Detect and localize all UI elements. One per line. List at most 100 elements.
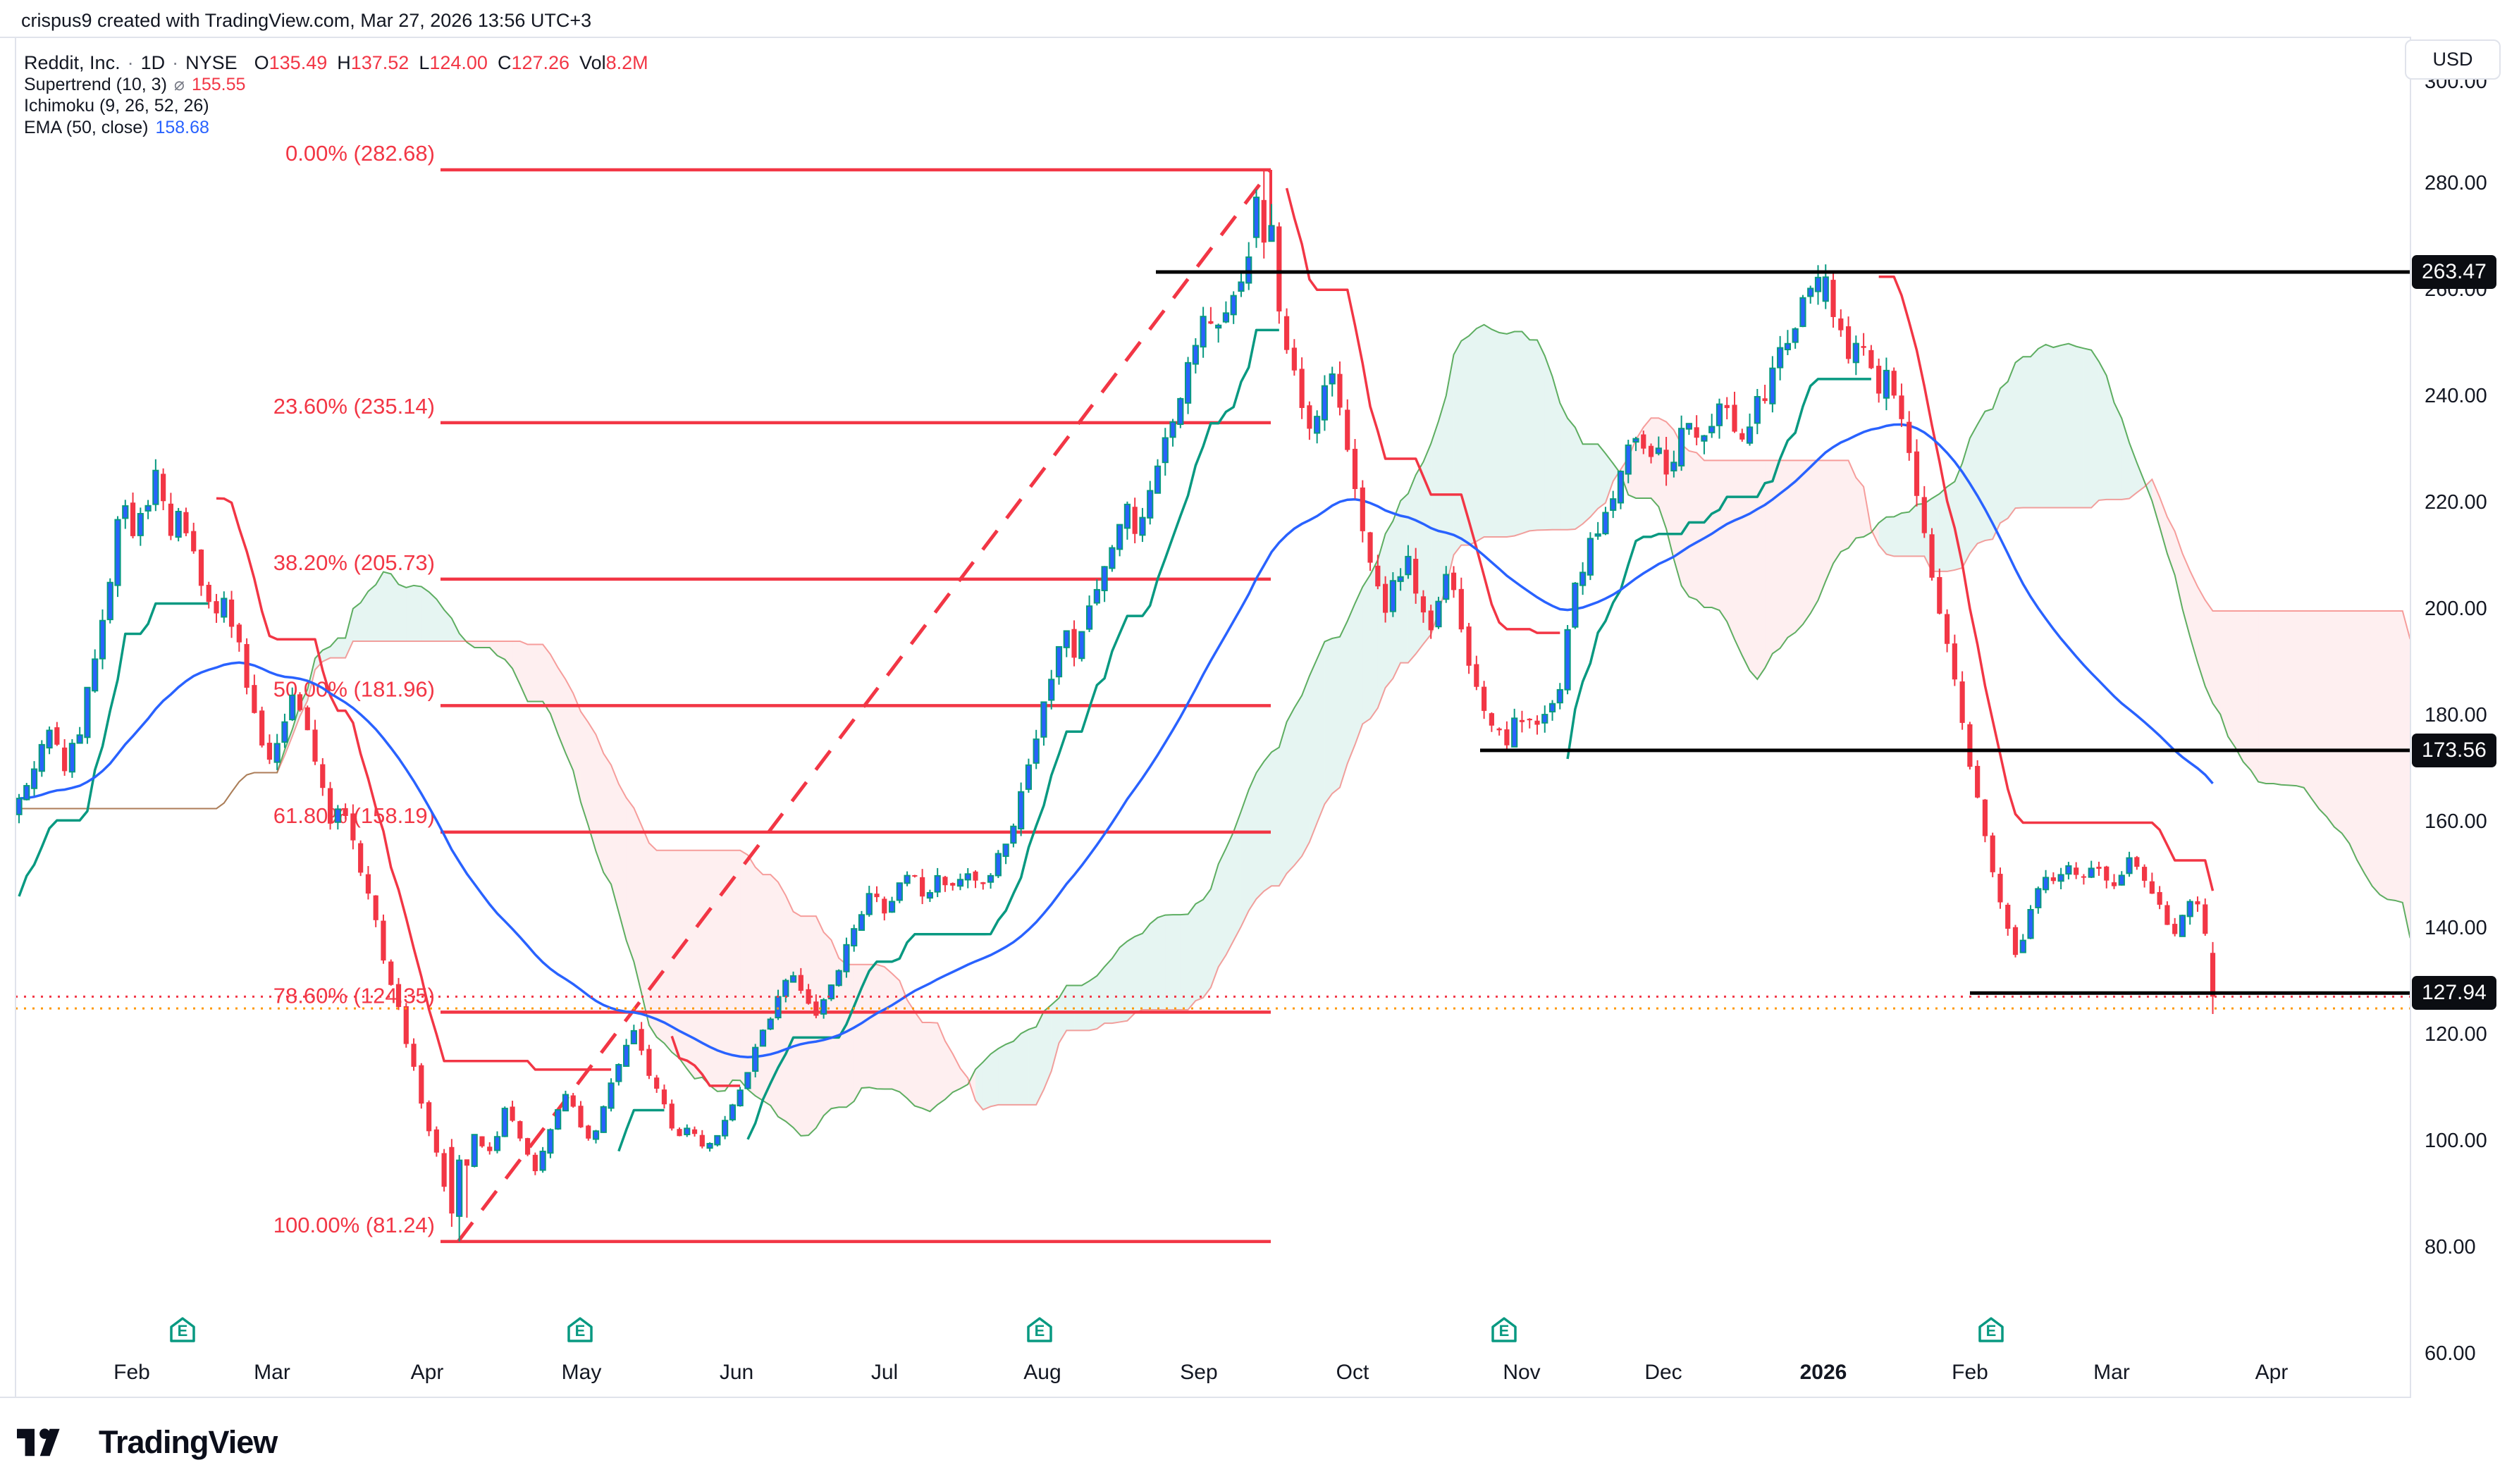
candle-body bbox=[714, 1134, 721, 1146]
ichimoku-cloud-segment bbox=[884, 967, 892, 1089]
tradingview-logo[interactable]: TradingView bbox=[17, 1423, 278, 1461]
ichimoku-cloud-segment bbox=[1453, 340, 1462, 555]
candle-body bbox=[706, 1143, 713, 1149]
symbol-row[interactable]: Reddit, Inc. · 1D · NYSE O 135.49 H 137.52 L 124.0… bbox=[24, 52, 648, 74]
candle-body bbox=[433, 1129, 439, 1153]
indicator-row-1[interactable]: Ichimoku (9, 26, 52, 26) bbox=[24, 96, 648, 118]
candle-body bbox=[1754, 396, 1761, 424]
attribution-text: crispus9 created with TradingView.com, M… bbox=[21, 10, 592, 31]
indicator-row-0[interactable]: Supertrend (10, 3) ⌀ 155.55 bbox=[24, 74, 648, 96]
ichimoku-cloud-segment bbox=[603, 753, 612, 884]
time-axis-label[interactable]: Aug bbox=[1023, 1361, 1061, 1384]
ichimoku-cloud-segment bbox=[770, 874, 778, 1117]
ichimoku-cloud-segment bbox=[1954, 463, 1963, 570]
ichimoku-cloud-segment bbox=[914, 1011, 923, 1108]
earnings-icon[interactable]: E bbox=[1978, 1317, 2004, 1342]
time-axis-label[interactable]: Nov bbox=[1503, 1361, 1540, 1384]
ichimoku-cloud-segment bbox=[1780, 460, 1788, 648]
candle-body bbox=[419, 1065, 424, 1104]
candle-body bbox=[1040, 701, 1047, 738]
candle-body bbox=[767, 1018, 774, 1030]
ichimoku-cloud-segment bbox=[1111, 947, 1120, 1024]
candle-body bbox=[661, 1089, 667, 1105]
earnings-icon[interactable]: E bbox=[1027, 1317, 1052, 1342]
tradingview-logo-icon bbox=[17, 1428, 60, 1457]
time-axis-label[interactable]: Mar bbox=[2093, 1361, 2130, 1384]
time-axis-label[interactable]: Jun bbox=[720, 1361, 753, 1384]
ichimoku-cloud-segment bbox=[1362, 574, 1371, 724]
candle-body bbox=[493, 1136, 501, 1151]
ichimoku-cloud-segment bbox=[368, 584, 376, 642]
candle-body bbox=[289, 694, 296, 721]
price-axis[interactable]: 300.00 280.00 260.00 240.00 220.00 200.00 180.… bbox=[2411, 0, 2519, 1484]
candle-body bbox=[1891, 371, 1897, 396]
candle-body bbox=[729, 1104, 736, 1120]
candle-body bbox=[1169, 421, 1176, 438]
candle-body bbox=[252, 685, 257, 713]
candle-body bbox=[1541, 714, 1548, 724]
time-axis-label[interactable]: May bbox=[562, 1361, 602, 1384]
price-badge[interactable]: 173.56 bbox=[2412, 733, 2496, 767]
candle-body bbox=[1093, 588, 1100, 604]
time-axis-label[interactable]: Dec bbox=[1644, 1361, 1682, 1384]
ichimoku-cloud-segment bbox=[2281, 610, 2289, 786]
ichimoku-cloud-segment bbox=[1499, 333, 1507, 538]
price-badge[interactable]: 263.47 bbox=[2412, 255, 2496, 289]
candle-body bbox=[273, 743, 281, 763]
earnings-e-glyph: E bbox=[1986, 1322, 1997, 1340]
candle-body bbox=[1716, 403, 1723, 426]
ichimoku-cloud-segment bbox=[2106, 376, 2114, 500]
candle-body bbox=[2142, 867, 2148, 881]
candle-body bbox=[874, 894, 880, 898]
ichimoku-cloud-segment bbox=[1719, 460, 1727, 622]
ichimoku-cloud-segment bbox=[1051, 998, 1059, 1072]
candle-body bbox=[1389, 580, 1396, 612]
supertrend-line bbox=[670, 1035, 741, 1087]
time-axis-label[interactable]: Sep bbox=[1180, 1361, 1217, 1384]
earnings-icon[interactable]: E bbox=[170, 1317, 195, 1342]
ichimoku-cloud-segment bbox=[489, 641, 498, 656]
ichimoku-cloud-segment bbox=[1431, 421, 1439, 635]
candle-body bbox=[456, 1159, 463, 1217]
candle-body bbox=[570, 1095, 576, 1107]
time-axis-label[interactable]: Feb bbox=[1952, 1361, 1988, 1384]
time-axis-label[interactable]: Mar bbox=[254, 1361, 290, 1384]
time-axis-label[interactable]: 2026 bbox=[1800, 1361, 1847, 1384]
ichimoku-cloud-segment bbox=[1605, 453, 1613, 503]
candle-body bbox=[1997, 874, 2003, 903]
candle-body bbox=[2157, 891, 2162, 905]
time-axis-label[interactable]: Oct bbox=[1336, 1361, 1369, 1384]
candle-body bbox=[759, 1029, 767, 1047]
earnings-icon[interactable]: E bbox=[1491, 1317, 1517, 1342]
currency-button[interactable]: USD bbox=[2405, 39, 2501, 80]
candle-body bbox=[2057, 874, 2064, 882]
ichimoku-cloud-segment bbox=[2053, 345, 2062, 508]
ichimoku-cloud-segment bbox=[1469, 328, 1477, 545]
ichimoku-cloud-segment bbox=[1977, 411, 1985, 544]
time-axis-label[interactable]: Apr bbox=[2255, 1361, 2289, 1384]
earnings-icon[interactable]: E bbox=[567, 1317, 593, 1342]
ichimoku-cloud-segment bbox=[1294, 695, 1302, 866]
candle-body bbox=[1564, 629, 1571, 691]
candle-body bbox=[1184, 361, 1192, 404]
indicator-row-2[interactable]: EMA (50, close) 158.68 bbox=[24, 118, 648, 140]
ichimoku-cloud-segment bbox=[2296, 610, 2304, 788]
ichimoku-cloud-segment bbox=[1355, 586, 1363, 745]
fib-trendline-dashed[interactable] bbox=[457, 168, 1272, 1243]
time-axis-label[interactable]: Apr bbox=[411, 1361, 444, 1384]
ichimoku-cloud-segment bbox=[1385, 521, 1393, 688]
candle-body bbox=[2104, 866, 2110, 881]
plot-area[interactable]: 0.00% (282.68) 23.60% (235.14) 38.20% (205… bbox=[16, 141, 2410, 1244]
time-axis-label[interactable]: Feb bbox=[113, 1361, 150, 1384]
candle-body bbox=[183, 512, 189, 533]
ichimoku-cloud-segment bbox=[1658, 418, 1667, 529]
candle-body bbox=[1670, 462, 1677, 471]
candle-body bbox=[1299, 369, 1305, 408]
candle-body bbox=[1830, 280, 1836, 317]
candle-body bbox=[1397, 576, 1404, 582]
candle-body bbox=[737, 1089, 744, 1106]
time-axis-label[interactable]: Jul bbox=[871, 1361, 898, 1384]
candle-body bbox=[813, 1001, 819, 1016]
price-badge[interactable]: 127.94 bbox=[2412, 976, 2496, 1010]
